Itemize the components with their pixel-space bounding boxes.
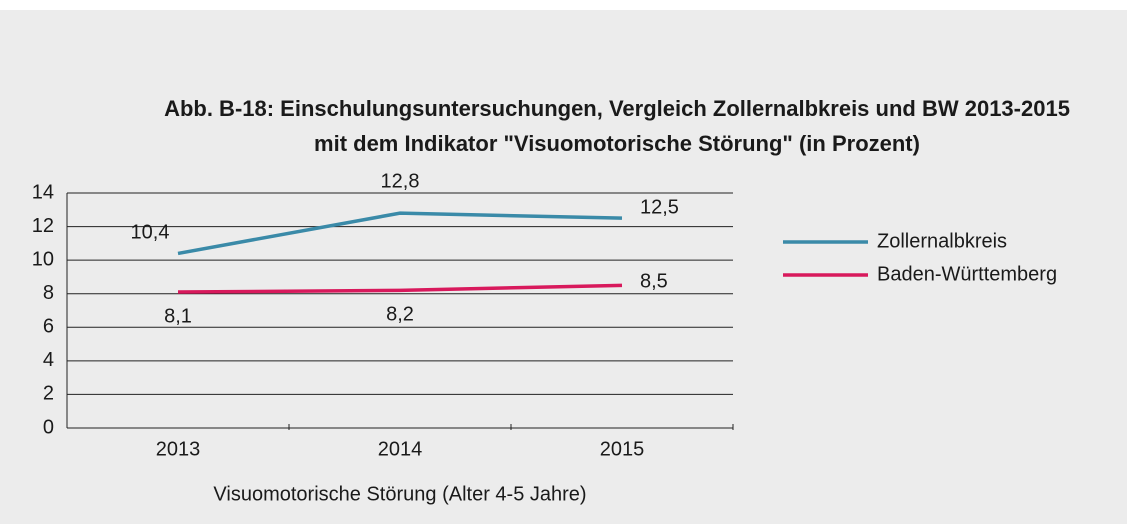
data-label: 8,1 xyxy=(164,305,192,327)
background xyxy=(0,10,1127,524)
y-tick-label: 6 xyxy=(43,316,54,338)
x-tick-label: 2014 xyxy=(378,438,423,460)
legend-label: Baden-Württemberg xyxy=(877,263,1057,285)
y-tick-label: 12 xyxy=(32,215,54,237)
data-label: 10,4 xyxy=(131,222,170,244)
legend-label: Zollernalbkreis xyxy=(877,230,1007,252)
chart-title: mit dem Indikator "Visuomotorische Störu… xyxy=(314,131,920,156)
y-tick-label: 0 xyxy=(43,416,54,438)
line xyxy=(177,211,623,256)
data-label: 8,5 xyxy=(640,271,668,293)
x-tick-label: 2015 xyxy=(600,438,645,460)
y-tick-label: 14 xyxy=(32,181,54,203)
y-tick-label: 2 xyxy=(43,383,54,405)
chart-title: Abb. B-18: Einschulungsuntersuchungen, V… xyxy=(164,96,1070,121)
x-axis-label: Visuomotorische Störung (Alter 4-5 Jahre… xyxy=(213,483,586,505)
y-tick-label: 4 xyxy=(43,349,54,371)
data-label: 12,8 xyxy=(381,170,420,192)
data-label: 12,5 xyxy=(640,196,679,218)
y-tick-label: 10 xyxy=(32,248,54,270)
data-label: 8,2 xyxy=(386,304,414,326)
line xyxy=(177,283,623,294)
x-tick-label: 2013 xyxy=(156,438,201,460)
y-tick-label: 8 xyxy=(43,282,54,304)
